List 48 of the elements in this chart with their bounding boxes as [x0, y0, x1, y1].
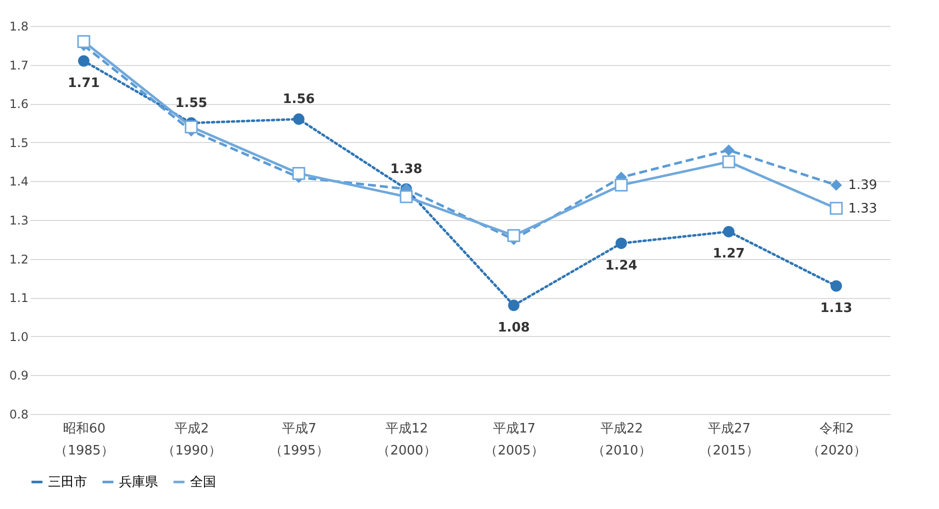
- y-tick-label: 1.6: [9, 97, 28, 112]
- data-label: 1.39: [848, 178, 878, 194]
- point: [507, 229, 520, 242]
- data-label: 1.33: [848, 201, 878, 216]
- data-label: 1.13: [820, 300, 852, 316]
- point: [830, 280, 842, 292]
- point: [723, 144, 734, 156]
- y-tick-label: 1.4: [9, 174, 28, 189]
- point: [616, 238, 627, 249]
- x-tick-label: 令和2 （2020）: [807, 422, 866, 458]
- y-tick-label: 0.8: [9, 408, 28, 422]
- data-label: 1.08: [498, 320, 530, 336]
- x-tick-label: 昭和60 （1985）: [54, 422, 114, 458]
- data-label: 1.27: [712, 246, 745, 262]
- point: [78, 55, 90, 67]
- data-label: 1.56: [282, 92, 315, 108]
- point: [293, 113, 304, 125]
- legend-label: 全国: [190, 475, 216, 490]
- y-tick-label: 1.0: [9, 330, 28, 344]
- point: [723, 226, 734, 238]
- data-label: 1.71: [68, 76, 100, 91]
- point: [722, 155, 736, 168]
- y-tick-label: 1.1: [9, 291, 28, 306]
- point: [292, 166, 306, 180]
- x-tick-label: 平成12 （2000）: [377, 422, 436, 458]
- point: [830, 179, 842, 191]
- legend-label: 兵庫県: [119, 474, 158, 490]
- x-tick-label: 平成2 （1990）: [162, 422, 222, 458]
- point: [400, 190, 413, 204]
- legend-label: 三田市: [48, 475, 87, 490]
- y-tick-label: 1.2: [9, 252, 28, 266]
- y-tick-label: 1.5: [9, 136, 28, 150]
- x-tick-label: 平成7 （1995）: [270, 422, 329, 458]
- point: [830, 202, 843, 215]
- y-tick-label: 1.3: [9, 214, 28, 228]
- data-label: 1.24: [605, 258, 638, 274]
- y-tick-label: 1.7: [9, 58, 28, 72]
- x-tick-label: 平成22 （2010）: [592, 422, 652, 458]
- x-tick-label: 平成17 （2005）: [484, 422, 544, 458]
- data-label: 1.55: [175, 96, 208, 111]
- x-tick-label: 平成27 （2015）: [700, 422, 759, 458]
- point: [614, 178, 628, 192]
- y-tick-label: 0.9: [9, 368, 28, 383]
- y-tick-label: 1.8: [9, 20, 28, 34]
- point: [77, 35, 90, 48]
- data-label: 1.38: [390, 162, 422, 177]
- point: [508, 300, 520, 312]
- point: [184, 120, 198, 134]
